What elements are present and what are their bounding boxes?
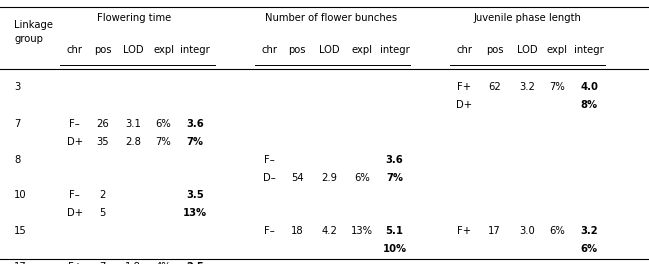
Text: 1.8: 1.8	[125, 262, 141, 264]
Text: F+: F+	[457, 226, 471, 236]
Text: 7%: 7%	[186, 137, 203, 147]
Text: 3: 3	[14, 82, 21, 92]
Text: 7: 7	[14, 119, 21, 129]
Text: 3.1: 3.1	[125, 119, 141, 129]
Text: pos: pos	[486, 45, 503, 55]
Text: D+: D+	[456, 100, 472, 110]
Text: 4.0: 4.0	[580, 82, 598, 92]
Text: F–: F–	[264, 226, 275, 236]
Text: D+: D+	[67, 137, 82, 147]
Text: 6%: 6%	[156, 119, 171, 129]
Text: chr: chr	[262, 45, 277, 55]
Text: expl: expl	[546, 45, 567, 55]
Text: F–: F–	[69, 119, 80, 129]
Text: Number of flower bunches: Number of flower bunches	[265, 13, 397, 23]
Text: expl: expl	[153, 45, 174, 55]
Text: 3.0: 3.0	[519, 226, 535, 236]
Text: D–: D–	[263, 173, 276, 183]
Text: 17: 17	[488, 226, 501, 236]
Text: 13%: 13%	[351, 226, 373, 236]
Text: 3.6: 3.6	[186, 119, 204, 129]
Text: 8%: 8%	[581, 100, 598, 110]
Text: F–: F–	[264, 155, 275, 165]
Text: 13%: 13%	[182, 208, 207, 218]
Text: 5: 5	[99, 208, 106, 218]
Text: 10%: 10%	[382, 244, 407, 254]
Text: 3.2: 3.2	[580, 226, 598, 236]
Text: Juvenile phase length: Juvenile phase length	[473, 13, 581, 23]
Text: 8: 8	[14, 155, 21, 165]
Text: F+: F+	[67, 262, 82, 264]
Text: 17: 17	[14, 262, 27, 264]
Text: integr: integr	[380, 45, 410, 55]
Text: 7%: 7%	[156, 137, 171, 147]
Text: 35: 35	[96, 137, 109, 147]
Text: F+: F+	[457, 82, 471, 92]
Text: 54: 54	[291, 173, 304, 183]
Text: integr: integr	[574, 45, 604, 55]
Text: 2.8: 2.8	[125, 137, 141, 147]
Text: expl: expl	[352, 45, 373, 55]
Text: 10: 10	[14, 190, 27, 200]
Text: pos: pos	[289, 45, 306, 55]
Text: Linkage
group: Linkage group	[14, 20, 53, 44]
Text: LOD: LOD	[517, 45, 537, 55]
Text: chr: chr	[67, 45, 82, 55]
Text: 7%: 7%	[386, 173, 403, 183]
Text: 7: 7	[99, 262, 106, 264]
Text: 62: 62	[488, 82, 501, 92]
Text: 3.6: 3.6	[386, 155, 404, 165]
Text: chr: chr	[456, 45, 472, 55]
Text: 3.2: 3.2	[519, 82, 535, 92]
Text: 2.5: 2.5	[186, 262, 204, 264]
Text: 15: 15	[14, 226, 27, 236]
Text: F–: F–	[69, 190, 80, 200]
Text: 5.1: 5.1	[386, 226, 404, 236]
Text: 4.2: 4.2	[322, 226, 337, 236]
Text: 2: 2	[99, 190, 106, 200]
Text: pos: pos	[94, 45, 111, 55]
Text: 26: 26	[96, 119, 109, 129]
Text: D+: D+	[67, 208, 82, 218]
Text: 2.9: 2.9	[322, 173, 337, 183]
Text: Flowering time: Flowering time	[97, 13, 171, 23]
Text: 4%: 4%	[156, 262, 171, 264]
Text: LOD: LOD	[319, 45, 340, 55]
Text: 6%: 6%	[549, 226, 565, 236]
Text: 6%: 6%	[581, 244, 598, 254]
Text: 6%: 6%	[354, 173, 370, 183]
Text: LOD: LOD	[123, 45, 143, 55]
Text: 18: 18	[291, 226, 304, 236]
Text: 3.5: 3.5	[186, 190, 204, 200]
Text: 7%: 7%	[549, 82, 565, 92]
Text: integr: integr	[180, 45, 210, 55]
